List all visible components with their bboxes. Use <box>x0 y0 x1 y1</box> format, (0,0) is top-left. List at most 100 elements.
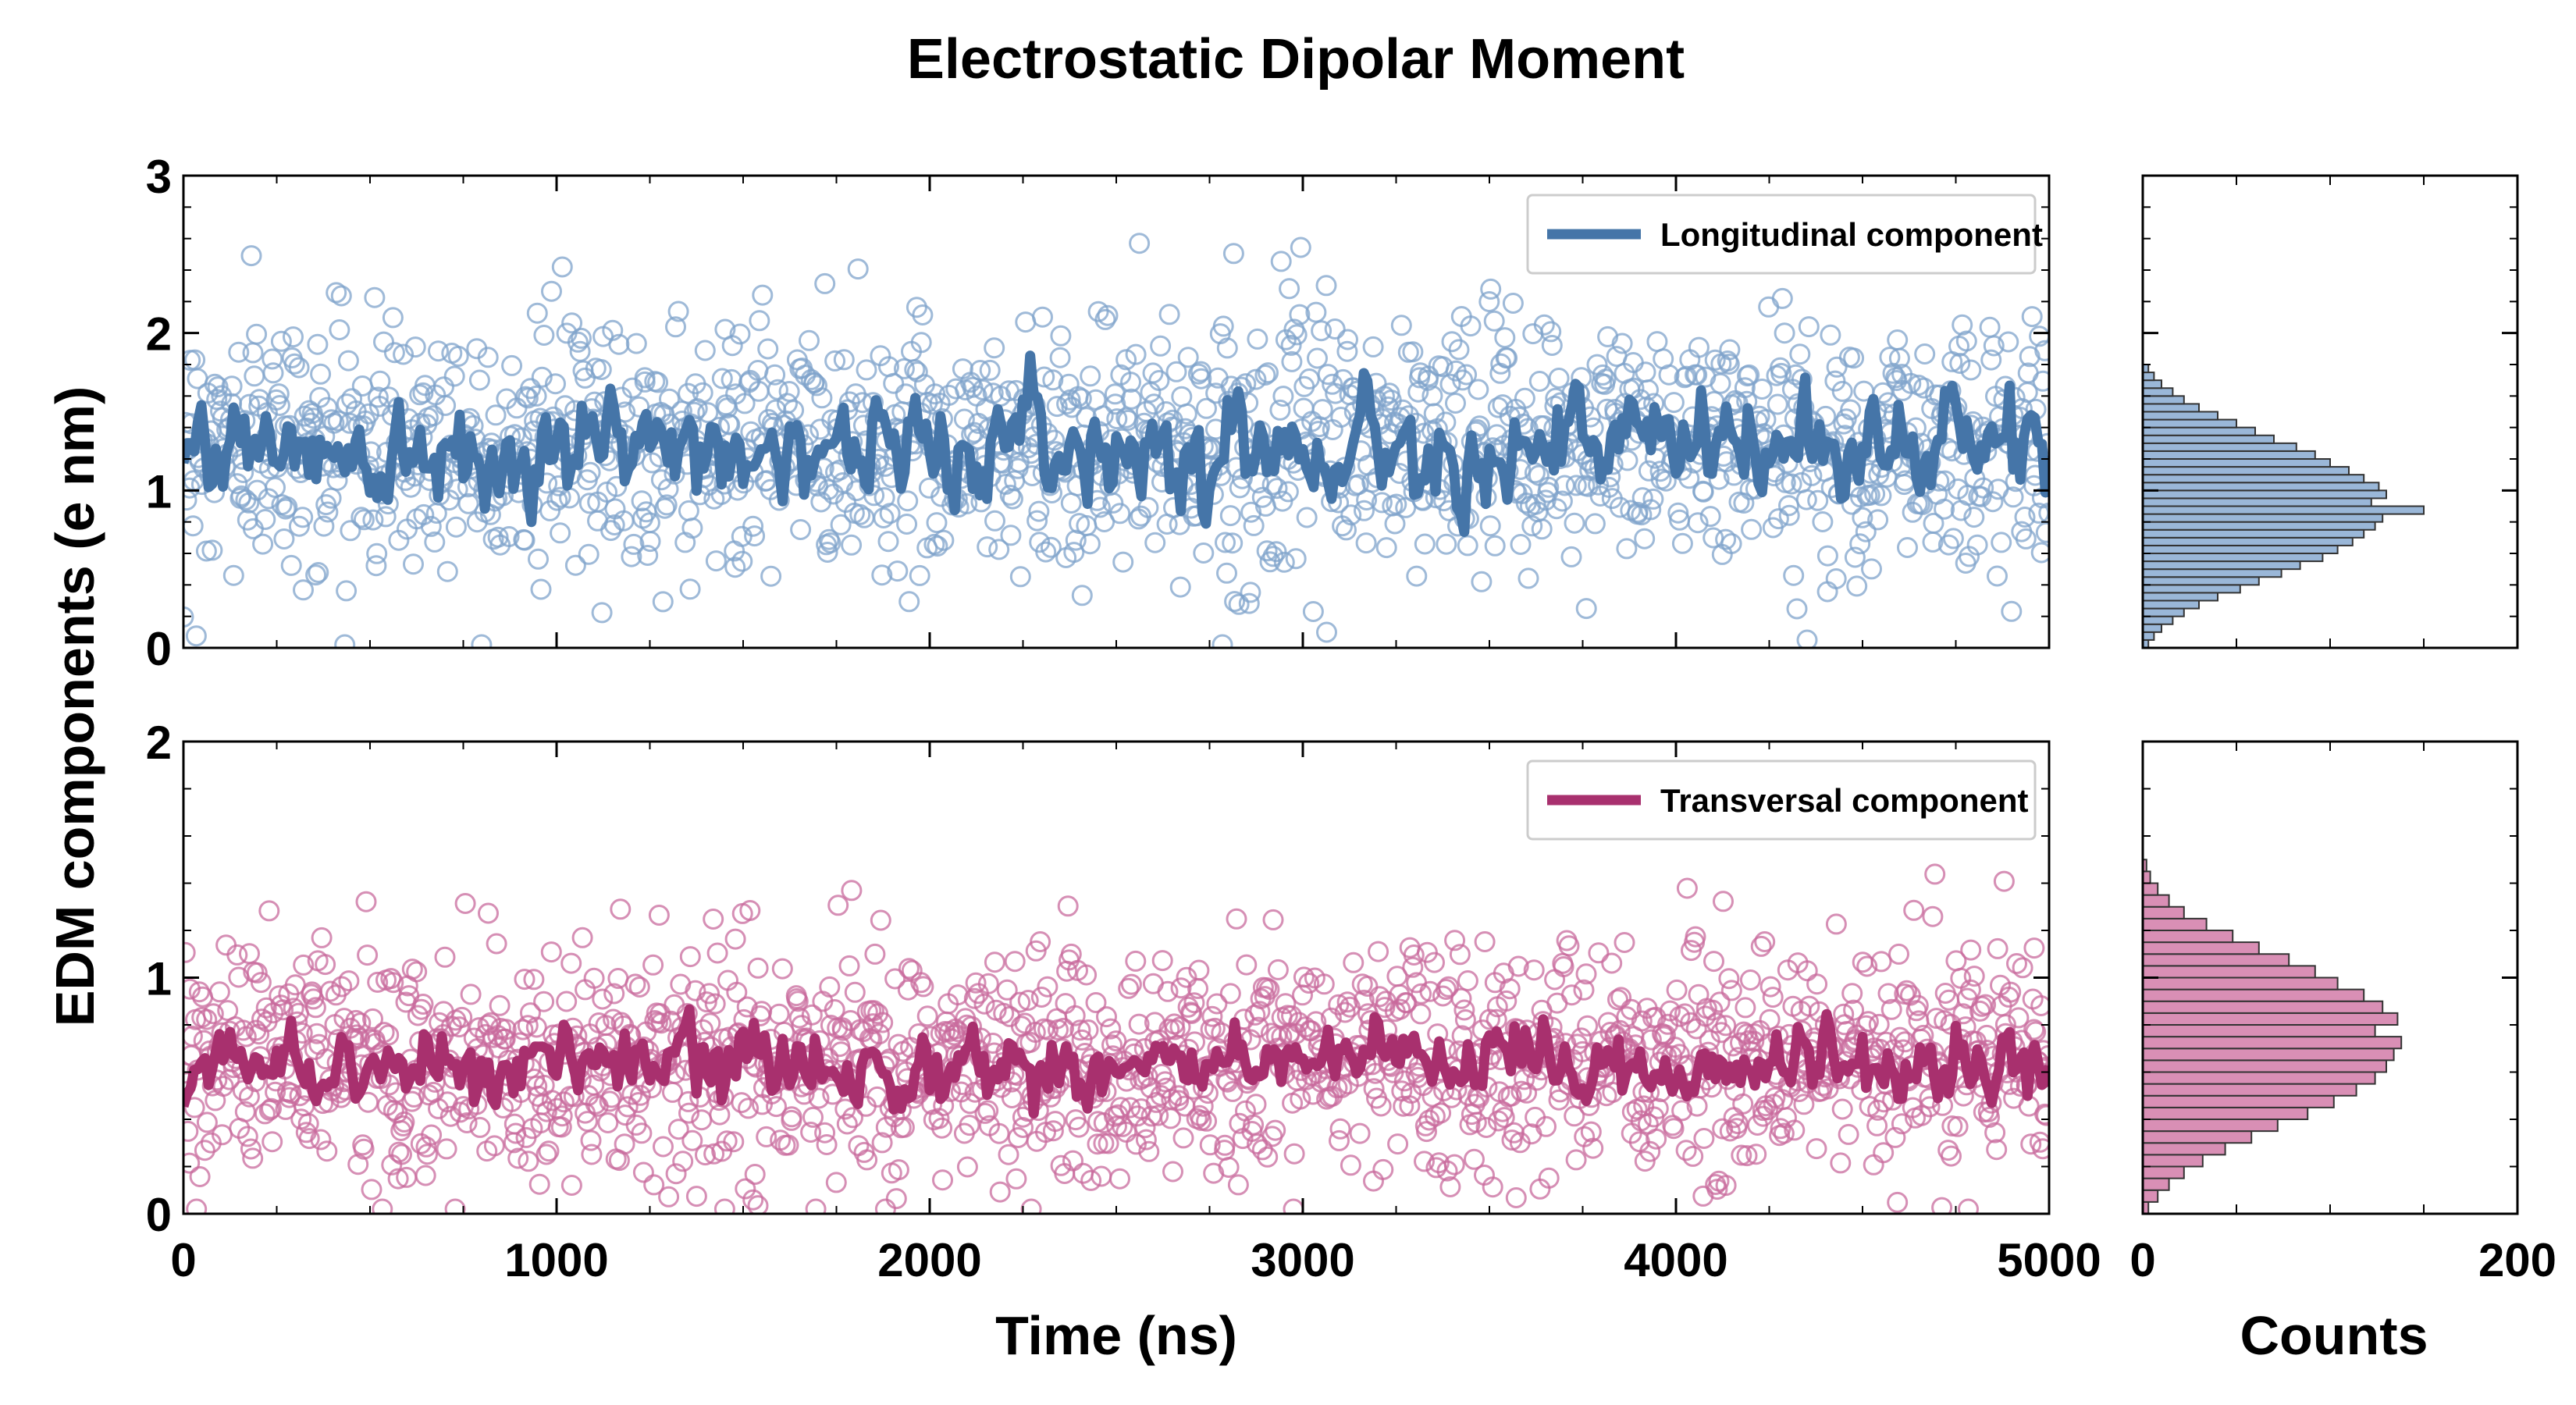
longitudinal-point <box>1460 315 1482 337</box>
longitudinal-point <box>1502 293 1524 314</box>
transversal-point <box>947 984 969 1006</box>
transversal-point <box>1952 1003 1974 1025</box>
longitudinal-point <box>545 373 566 395</box>
longitudinal-point <box>1598 476 1620 498</box>
transversal-point <box>550 1116 572 1138</box>
longitudinal-point <box>1094 308 1116 330</box>
transversal-point <box>436 1138 457 1160</box>
transversal-point <box>1227 1174 1249 1196</box>
longitudinal-point <box>621 546 642 567</box>
longitudinal-point <box>268 383 290 405</box>
transversal-point <box>1057 895 1079 917</box>
transversal-point <box>1334 1001 1356 1023</box>
longitudinal-point <box>498 526 520 547</box>
longitudinal-point <box>749 310 770 332</box>
longitudinal-point <box>1340 504 1362 526</box>
transversal-y-tick-label: 1 <box>146 953 172 1005</box>
hist-x-tick-label: 200 <box>2478 1234 2556 1286</box>
longitudinal-point <box>883 372 905 394</box>
transversal-hist-bar <box>2142 1165 2185 1179</box>
longitudinal-point <box>1980 349 2002 371</box>
longitudinal-point <box>1220 375 1242 397</box>
longitudinal-point <box>777 393 798 414</box>
longitudinal-hist-bar <box>2142 379 2162 389</box>
longitudinal-point <box>183 515 204 537</box>
transversal-point <box>1172 1127 1194 1149</box>
longitudinal-point <box>1783 564 1805 586</box>
longitudinal-point <box>1687 512 1709 534</box>
longitudinal-point <box>424 531 446 553</box>
longitudinal-point <box>468 369 490 391</box>
transversal-point <box>610 898 632 920</box>
longitudinal-point <box>1741 518 1763 540</box>
transversal-point <box>1759 976 1781 998</box>
transversal-point <box>1666 979 1688 1001</box>
transversal-point <box>1500 1085 1522 1107</box>
longitudinal-point <box>1390 315 1412 336</box>
transversal-point <box>592 988 614 1010</box>
longitudinal-point <box>1177 347 1199 368</box>
transversal-point <box>977 973 999 994</box>
transversal-point <box>1975 994 1997 1016</box>
transversal-hist-bar <box>2142 905 2185 919</box>
transversal-point <box>1863 1154 1884 1176</box>
longitudinal-point <box>1112 551 1134 573</box>
longitudinal-point <box>1190 368 1212 389</box>
longitudinal-point <box>1097 304 1119 326</box>
longitudinal-histogram <box>2141 174 2519 649</box>
transversal-point <box>685 980 706 1001</box>
transversal-point <box>1960 939 1982 961</box>
longitudinal-point <box>1843 347 1865 369</box>
transversal-point <box>739 900 761 921</box>
transversal-point <box>415 1136 437 1158</box>
transversal-point <box>306 1023 328 1044</box>
transversal-point <box>456 1112 478 1133</box>
transversal-point <box>713 1198 735 1214</box>
transversal-hist-bar <box>2142 1036 2403 1050</box>
hist-x-tick-label: 0 <box>2129 1234 2155 1286</box>
longitudinal-point <box>847 258 869 280</box>
longitudinal-point <box>1272 386 1294 407</box>
longitudinal-point <box>358 403 379 425</box>
longitudinal-point <box>1855 521 1877 542</box>
longitudinal-point <box>1120 372 1141 393</box>
transversal-point <box>315 954 336 976</box>
longitudinal-hist-bar <box>2142 403 2200 413</box>
longitudinal-point <box>1336 340 1358 362</box>
longitudinal-point <box>1708 468 1730 490</box>
transversal-point <box>444 1198 466 1214</box>
longitudinal-point <box>1541 335 1563 356</box>
longitudinal-point <box>334 634 356 648</box>
transversal-point <box>965 972 987 994</box>
longitudinal-hist-bar <box>2142 450 2316 461</box>
longitudinal-point <box>1269 399 1291 421</box>
transversal-point <box>1105 1030 1127 1052</box>
transversal-point <box>771 958 793 980</box>
longitudinal-point <box>1262 546 1284 567</box>
transversal-point <box>1799 995 1820 1017</box>
transversal-point <box>658 1186 680 1208</box>
transversal-point <box>1387 1133 1409 1155</box>
longitudinal-point <box>1789 343 1811 365</box>
longitudinal-point <box>254 509 276 530</box>
transversal-point <box>507 1147 529 1169</box>
transversal-point <box>494 1028 516 1050</box>
transversal-point <box>2023 937 2045 959</box>
transversal-point <box>1736 1145 1758 1167</box>
longitudinal-point <box>326 282 347 304</box>
longitudinal-point <box>833 349 855 371</box>
longitudinal-point <box>1337 329 1358 350</box>
transversal-point <box>538 1140 560 1162</box>
longitudinal-point <box>1009 566 1031 588</box>
longitudinal-point <box>1844 546 1866 568</box>
transversal-point <box>1482 1176 1503 1198</box>
longitudinal-hist-bar <box>2142 411 2218 421</box>
transversal-point <box>2036 1104 2049 1126</box>
longitudinal-point <box>1070 388 1092 410</box>
longitudinal-point <box>587 510 608 532</box>
longitudinal-point <box>1471 571 1493 592</box>
transversal-point <box>1903 899 1925 921</box>
longitudinal-point <box>362 509 384 531</box>
transversal-point <box>747 957 769 979</box>
transversal-point <box>998 1144 1019 1165</box>
